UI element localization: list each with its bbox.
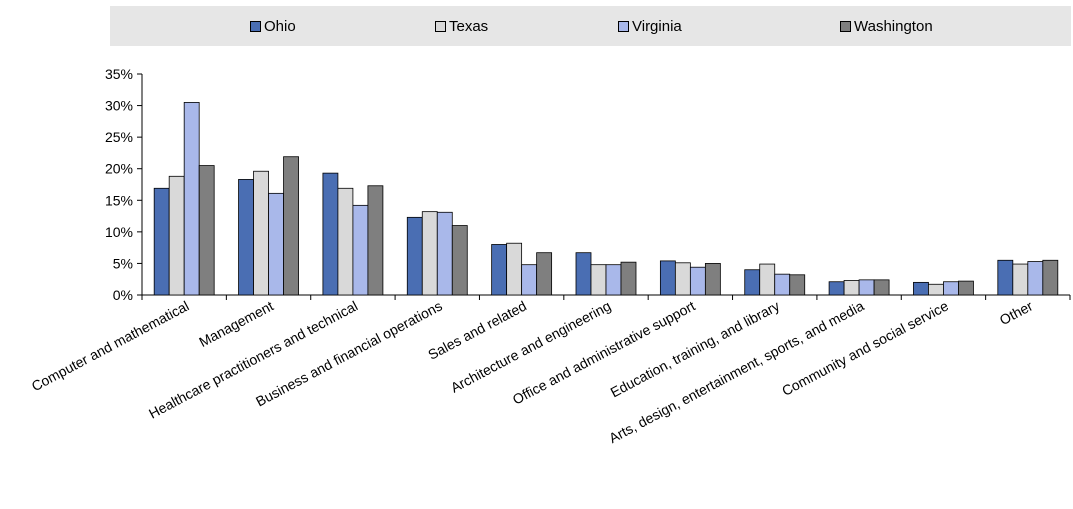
legend-item-ohio: Ohio [250, 6, 296, 46]
category-label: Architecture and engineering [448, 298, 614, 396]
bar-texas [421, 211, 438, 296]
y-tick-label: 25% [105, 129, 133, 145]
legend-swatch [618, 20, 629, 32]
bar-ohio [322, 172, 339, 296]
bar-washington [958, 280, 974, 296]
bar-virginia [858, 279, 875, 296]
bar-texas [590, 264, 607, 296]
bar-ohio [659, 260, 676, 296]
bar-virginia [436, 211, 453, 296]
bar-washington [873, 279, 890, 296]
y-tick-label: 35% [105, 66, 133, 82]
y-tick-label: 30% [105, 98, 133, 114]
bar-texas [253, 170, 269, 296]
y-tick-label: 5% [113, 255, 133, 271]
bar-texas [759, 263, 776, 296]
bar-virginia [605, 264, 622, 296]
bar-virginia [268, 192, 284, 296]
bar-virginia [521, 264, 538, 296]
legend-item-virginia: Virginia [618, 6, 682, 46]
bar-texas [168, 175, 185, 296]
bar-ohio [153, 187, 170, 296]
legend-swatch [840, 20, 851, 32]
bar-texas [843, 280, 860, 296]
bar-texas [674, 262, 691, 296]
bar-texas [337, 187, 354, 296]
bar-texas [928, 283, 944, 296]
bar-ohio [744, 269, 761, 296]
bar-washington [367, 185, 384, 296]
bar-virginia [774, 273, 791, 296]
y-tick-label: 15% [105, 192, 133, 208]
bar-ohio [406, 216, 423, 296]
bar-ohio [491, 244, 508, 296]
bar-virginia [943, 281, 959, 296]
legend-label: Ohio [264, 17, 296, 35]
legend-item-washington: Washington [840, 6, 933, 46]
bar-ohio [913, 281, 929, 296]
legend-label: Texas [449, 17, 489, 35]
bar-ohio [828, 281, 845, 296]
bar-virginia [689, 266, 706, 296]
bar-texas [1012, 263, 1029, 296]
bar-washington [620, 261, 637, 296]
bar-washington [283, 156, 299, 296]
y-tick-label: 20% [105, 161, 133, 177]
bar-ohio [997, 259, 1014, 296]
bar-washington [451, 225, 468, 296]
bar-ohio [575, 252, 592, 296]
category-label: Computer and mathematical [29, 298, 192, 395]
legend-swatch [250, 20, 261, 32]
bar-washington [789, 274, 806, 296]
y-tick-label: 0% [113, 287, 133, 303]
category-label: Community and social service [779, 297, 951, 399]
bar-virginia [183, 102, 200, 296]
legend-swatch [435, 20, 446, 32]
chart-legend: Ohio Texas Virginia Washington [110, 6, 1071, 46]
bar-virginia [352, 204, 369, 296]
legend-label: Virginia [632, 17, 682, 35]
category-label: Other [997, 297, 1036, 328]
bar-washington [704, 263, 721, 296]
bar-washington [1042, 259, 1059, 296]
bar-virginia [1027, 261, 1044, 296]
legend-item-texas: Texas [435, 6, 488, 46]
legend-label: Washington [854, 17, 933, 35]
bar-washington [536, 252, 553, 296]
category-label: Management [196, 297, 276, 350]
bar-washington [198, 165, 215, 296]
y-tick-label: 10% [105, 224, 133, 240]
bar-texas [506, 242, 523, 296]
bar-ohio [238, 179, 254, 296]
